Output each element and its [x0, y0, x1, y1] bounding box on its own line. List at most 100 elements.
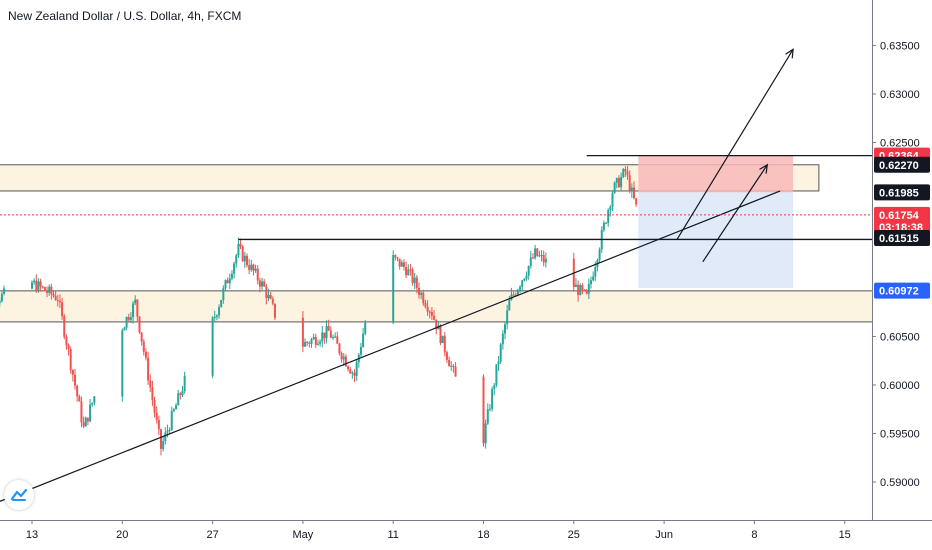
candle-body	[273, 303, 276, 318]
stop-loss-zone[interactable]	[638, 155, 794, 193]
arrow-shaft	[702, 164, 768, 263]
candle-body	[213, 316, 216, 318]
candlestick	[132, 301, 135, 324]
candle-body	[495, 364, 498, 386]
candle-body	[598, 249, 601, 260]
candlestick	[611, 190, 614, 212]
price-axis[interactable]	[872, 0, 932, 550]
candlestick	[424, 299, 427, 309]
demand-zone[interactable]	[0, 290, 884, 323]
candle-body	[129, 317, 132, 320]
forecast-arrow[interactable]	[702, 163, 769, 263]
candle-body	[144, 351, 147, 358]
candle-body	[615, 178, 618, 183]
candle-body	[35, 280, 38, 292]
candle-body	[508, 299, 511, 311]
candlestick	[54, 290, 57, 301]
price-tick-label: 0.60000	[880, 380, 920, 392]
candlestick	[396, 256, 399, 262]
candle-body	[486, 409, 489, 424]
forecast-arrow[interactable]	[676, 48, 794, 240]
candlestick	[153, 396, 156, 418]
candlestick	[607, 208, 610, 227]
candle-body	[501, 333, 504, 345]
candlestick	[635, 198, 638, 207]
trendline[interactable]	[0, 190, 781, 509]
candle-body	[445, 352, 448, 360]
price-badge: 0.61515	[874, 230, 930, 247]
candle-body	[41, 286, 44, 288]
candlestick	[540, 250, 543, 262]
candle-body	[149, 380, 152, 388]
candle-body	[493, 385, 496, 390]
candle-body	[222, 288, 225, 300]
candlestick	[426, 300, 429, 316]
candlestick	[213, 310, 216, 322]
tradingview-logo-icon[interactable]	[4, 480, 34, 510]
candle-body	[134, 299, 137, 304]
candlestick	[179, 392, 182, 400]
price-badge-label: 0.61985	[879, 187, 919, 199]
candlestick	[596, 258, 599, 272]
candlestick	[342, 353, 345, 366]
candle-body	[398, 258, 401, 267]
candle-body	[31, 282, 33, 289]
candlestick	[626, 166, 629, 180]
candlestick	[521, 279, 524, 292]
candle-body	[544, 258, 547, 263]
candlestick	[308, 341, 311, 348]
candlestick	[84, 416, 87, 427]
candlestick	[220, 299, 223, 308]
candle-body	[529, 257, 532, 266]
candle-body	[602, 222, 605, 230]
candle-body	[338, 343, 341, 354]
candle-body	[525, 275, 528, 279]
candle-body	[362, 333, 365, 348]
candlestick	[347, 365, 350, 372]
candle-body	[230, 273, 233, 279]
candle-body	[252, 264, 255, 271]
candle-body	[89, 404, 92, 422]
take-profit-zone[interactable]	[638, 192, 794, 288]
candlestick	[78, 394, 81, 402]
candle-body	[497, 361, 500, 365]
candlestick	[491, 386, 494, 412]
time-tick-label: May	[293, 529, 314, 541]
candle-body	[422, 292, 425, 304]
candle-body	[583, 289, 586, 291]
candlestick	[147, 351, 150, 385]
candlestick	[263, 278, 266, 288]
price-tick-label: 0.59500	[880, 428, 920, 440]
candle-body	[411, 269, 414, 284]
candlestick	[351, 370, 354, 379]
candle-body	[314, 336, 317, 345]
candlestick	[74, 368, 76, 390]
candle-body	[504, 324, 506, 334]
candlestick	[340, 351, 343, 363]
candlestick	[574, 278, 577, 287]
candlestick	[506, 304, 509, 330]
time-axis[interactable]	[0, 520, 932, 550]
candle-body	[351, 372, 354, 374]
price-badge-bg	[874, 230, 930, 247]
candlestick	[58, 294, 61, 309]
candlestick	[433, 310, 436, 321]
candle-body	[312, 336, 315, 340]
candlestick	[620, 172, 623, 191]
candlestick	[37, 278, 40, 293]
candlestick	[134, 295, 137, 306]
candlestick	[418, 282, 420, 299]
candlestick	[93, 396, 96, 406]
candlestick	[493, 383, 496, 396]
candle-body	[405, 266, 408, 276]
candle-body	[65, 336, 68, 346]
candle-body	[344, 356, 347, 367]
price-tick-label: 0.63500	[880, 40, 920, 52]
candlestick	[52, 291, 55, 298]
candle-body	[319, 341, 322, 344]
time-tick-label: 8	[751, 529, 757, 541]
candlestick	[267, 288, 270, 302]
candlestick	[3, 285, 6, 296]
